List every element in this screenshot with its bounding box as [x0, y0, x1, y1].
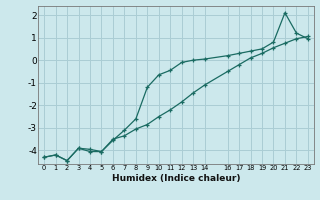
X-axis label: Humidex (Indice chaleur): Humidex (Indice chaleur) — [112, 174, 240, 183]
